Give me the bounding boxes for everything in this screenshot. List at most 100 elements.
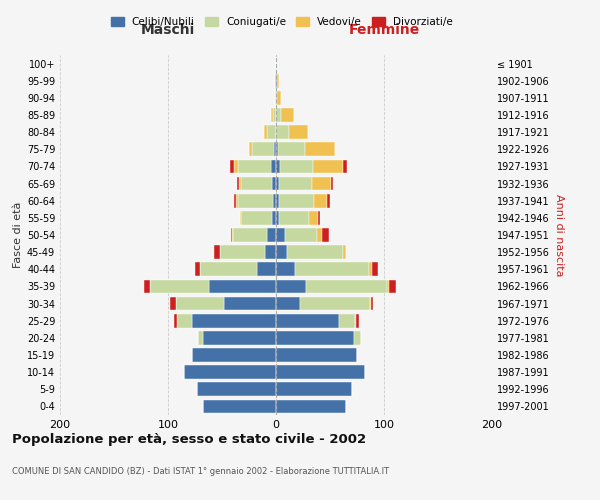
Bar bbox=[287, 246, 343, 259]
Bar bbox=[198, 331, 203, 344]
Bar bbox=[322, 228, 329, 242]
Bar bbox=[144, 280, 149, 293]
Bar bbox=[311, 176, 331, 190]
Bar bbox=[277, 74, 279, 88]
Bar bbox=[273, 194, 276, 207]
Bar bbox=[306, 280, 387, 293]
Bar bbox=[278, 142, 305, 156]
Bar bbox=[300, 296, 370, 310]
Bar bbox=[295, 262, 369, 276]
Bar bbox=[276, 108, 281, 122]
Bar bbox=[220, 246, 265, 259]
Bar bbox=[369, 262, 372, 276]
Bar bbox=[271, 108, 273, 122]
Bar bbox=[268, 126, 276, 139]
Bar bbox=[279, 176, 311, 190]
Bar bbox=[238, 160, 271, 173]
Bar bbox=[331, 176, 333, 190]
Text: COMUNE DI SAN CANDIDO (BZ) - Dati ISTAT 1° gennaio 2002 - Elaborazione TUTTITALI: COMUNE DI SAN CANDIDO (BZ) - Dati ISTAT … bbox=[12, 468, 389, 476]
Bar bbox=[275, 91, 276, 104]
Bar bbox=[265, 246, 276, 259]
Bar bbox=[249, 142, 252, 156]
Bar bbox=[327, 194, 330, 207]
Bar bbox=[276, 296, 300, 310]
Bar bbox=[237, 176, 239, 190]
Bar bbox=[356, 314, 359, 328]
Bar bbox=[170, 296, 176, 310]
Bar bbox=[276, 211, 279, 224]
Bar bbox=[305, 142, 335, 156]
Bar bbox=[276, 314, 338, 328]
Bar bbox=[234, 194, 236, 207]
Bar bbox=[372, 262, 377, 276]
Bar bbox=[276, 400, 346, 413]
Bar bbox=[257, 262, 276, 276]
Bar bbox=[387, 280, 389, 293]
Bar bbox=[268, 228, 276, 242]
Bar bbox=[276, 160, 280, 173]
Bar bbox=[175, 314, 176, 328]
Bar bbox=[230, 160, 234, 173]
Bar bbox=[343, 246, 346, 259]
Bar bbox=[354, 331, 361, 344]
Bar bbox=[214, 246, 220, 259]
Bar bbox=[241, 176, 272, 190]
Bar bbox=[271, 160, 276, 173]
Bar bbox=[238, 194, 273, 207]
Bar bbox=[276, 91, 277, 104]
Legend: Celibi/Nubili, Coniugati/e, Vedovi/e, Divorziati/e: Celibi/Nubili, Coniugati/e, Vedovi/e, Di… bbox=[107, 12, 457, 31]
Bar bbox=[184, 366, 276, 379]
Bar bbox=[200, 262, 257, 276]
Bar bbox=[276, 348, 357, 362]
Bar bbox=[317, 228, 322, 242]
Bar bbox=[275, 74, 276, 88]
Bar bbox=[343, 160, 347, 173]
Bar bbox=[149, 280, 209, 293]
Bar bbox=[272, 176, 276, 190]
Bar bbox=[176, 314, 192, 328]
Bar bbox=[371, 296, 373, 310]
Bar bbox=[274, 142, 276, 156]
Bar bbox=[318, 211, 320, 224]
Bar bbox=[234, 160, 238, 173]
Bar bbox=[276, 246, 287, 259]
Bar bbox=[232, 228, 233, 242]
Bar bbox=[277, 91, 281, 104]
Text: Popolazione per età, sesso e stato civile - 2002: Popolazione per età, sesso e stato civil… bbox=[12, 432, 366, 446]
Bar bbox=[276, 366, 365, 379]
Bar bbox=[284, 228, 317, 242]
Bar bbox=[338, 314, 355, 328]
Bar bbox=[209, 280, 276, 293]
Bar bbox=[355, 314, 356, 328]
Bar bbox=[370, 296, 371, 310]
Bar bbox=[192, 314, 276, 328]
Bar bbox=[264, 126, 268, 139]
Bar bbox=[197, 382, 276, 396]
Bar bbox=[236, 194, 238, 207]
Bar bbox=[276, 176, 279, 190]
Bar bbox=[252, 142, 274, 156]
Bar bbox=[276, 262, 295, 276]
Bar bbox=[280, 160, 313, 173]
Bar bbox=[176, 296, 224, 310]
Bar bbox=[224, 296, 276, 310]
Bar bbox=[195, 262, 200, 276]
Bar bbox=[276, 74, 277, 88]
Bar bbox=[241, 211, 272, 224]
Bar bbox=[272, 211, 276, 224]
Bar bbox=[273, 108, 276, 122]
Bar bbox=[203, 400, 276, 413]
Bar bbox=[281, 108, 295, 122]
Bar bbox=[310, 211, 318, 224]
Bar bbox=[276, 194, 279, 207]
Bar bbox=[279, 211, 310, 224]
Text: Maschi: Maschi bbox=[141, 23, 195, 37]
Bar bbox=[230, 228, 232, 242]
Bar bbox=[276, 126, 289, 139]
Bar bbox=[313, 160, 343, 173]
Y-axis label: Anni di nascita: Anni di nascita bbox=[554, 194, 564, 276]
Bar bbox=[276, 382, 352, 396]
Bar bbox=[276, 331, 354, 344]
Bar bbox=[314, 194, 327, 207]
Bar bbox=[289, 126, 308, 139]
